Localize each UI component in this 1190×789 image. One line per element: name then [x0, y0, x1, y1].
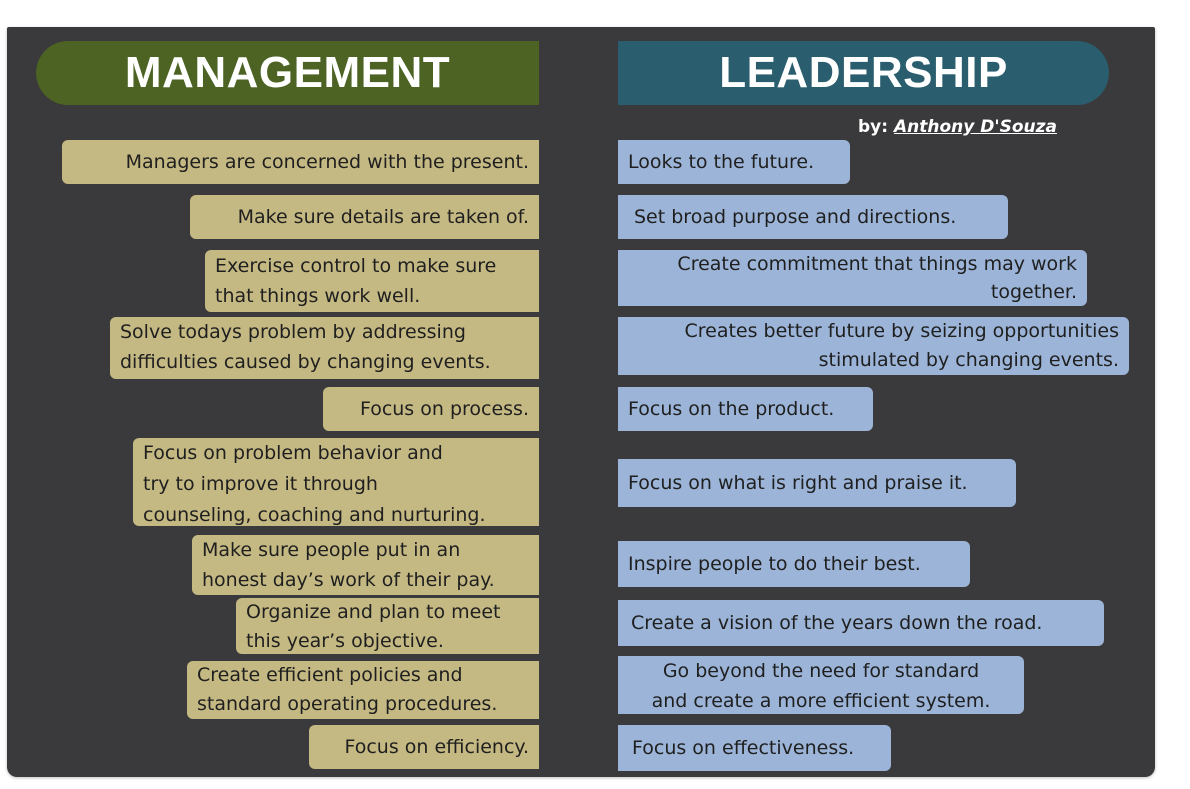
- leadership-item-text: Focus on the product.: [628, 398, 835, 420]
- management-item: Focus on process.: [323, 387, 539, 431]
- management-item-text: Focus on problem behavior and try to imp…: [143, 442, 486, 526]
- management-item-text: Focus on process.: [359, 398, 529, 420]
- leadership-item: Creates better future by seizing opportu…: [618, 317, 1129, 375]
- leadership-header: LEADERSHIP: [618, 41, 1109, 105]
- byline: by: Anthony D'Souza: [858, 117, 1057, 137]
- management-item: Focus on efficiency.: [309, 725, 539, 769]
- management-item: Organize and plan to meet this year’s ob…: [236, 598, 539, 654]
- management-item: Focus on problem behavior and try to imp…: [133, 438, 539, 526]
- management-item-text: Make sure people put in an honest day’s …: [202, 539, 495, 591]
- leadership-item: Looks to the future.: [618, 140, 850, 184]
- leadership-item-text: Set broad purpose and directions.: [634, 206, 957, 228]
- management-item-text: Exercise control to make sure that thing…: [215, 255, 497, 307]
- management-title: MANAGEMENT: [124, 48, 451, 97]
- leadership-title: LEADERSHIP: [719, 48, 1008, 97]
- leadership-item-text: Looks to the future.: [628, 151, 815, 173]
- management-item: Create efficient policies and standard o…: [187, 661, 539, 719]
- leadership-item-text: Focus on what is right and praise it.: [628, 472, 968, 494]
- leadership-item: Focus on what is right and praise it.: [618, 459, 1016, 507]
- leadership-item-text: Creates better future by seizing opportu…: [684, 320, 1119, 371]
- leadership-item: Create commitment that things may work t…: [618, 250, 1087, 306]
- management-item-text: Solve todays problem by addressing diffi…: [120, 321, 491, 373]
- management-item-text: Managers are concerned with the present.: [125, 151, 529, 173]
- leadership-item-text: Create commitment that things may work t…: [677, 253, 1077, 303]
- leadership-item: Set broad purpose and directions.: [618, 195, 1008, 239]
- byline-author: Anthony D'Souza: [893, 117, 1057, 137]
- leadership-item-text: Go beyond the need for standard and crea…: [651, 660, 991, 712]
- management-item-text: Focus on efficiency.: [344, 736, 529, 758]
- management-item: Exercise control to make sure that thing…: [205, 250, 539, 312]
- management-item-text: Make sure details are taken of.: [237, 206, 529, 228]
- management-item: Make sure people put in an honest day’s …: [192, 535, 539, 595]
- leadership-item-text: Focus on effectiveness.: [632, 737, 855, 759]
- leadership-item: Inspire people to do their best.: [618, 541, 970, 587]
- leadership-item: Create a vision of the years down the ro…: [618, 600, 1104, 646]
- byline-prefix: by:: [858, 117, 889, 137]
- leadership-item: Focus on the product.: [618, 387, 873, 431]
- leadership-item: Go beyond the need for standard and crea…: [618, 656, 1024, 714]
- leadership-item-text: Inspire people to do their best.: [628, 553, 921, 575]
- leadership-item: Focus on effectiveness.: [618, 725, 891, 771]
- management-item: Managers are concerned with the present.: [62, 140, 539, 184]
- management-item-text: Create efficient policies and standard o…: [197, 664, 498, 715]
- management-item-text: Organize and plan to meet this year’s ob…: [246, 601, 501, 652]
- management-item: Solve todays problem by addressing diffi…: [110, 317, 539, 379]
- leadership-item-text: Create a vision of the years down the ro…: [631, 612, 1043, 634]
- management-item: Make sure details are taken of.: [190, 195, 539, 239]
- management-header: MANAGEMENT: [36, 41, 539, 105]
